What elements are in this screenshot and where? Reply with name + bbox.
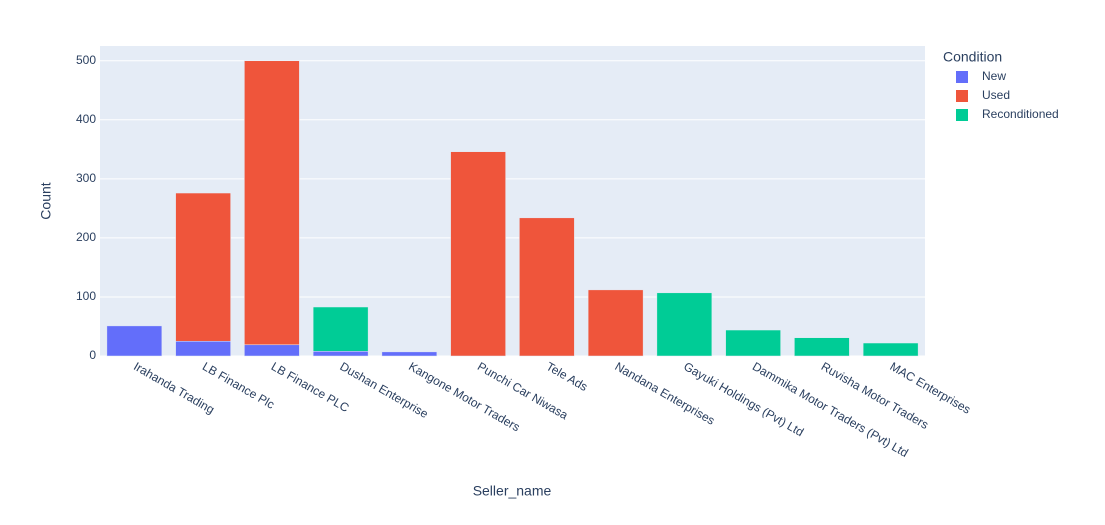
legend-label: New [982, 69, 1006, 83]
y-tick-label: 500 [76, 53, 96, 67]
bar [587, 289, 644, 357]
legend-swatch [956, 71, 968, 83]
legend-label: Used [982, 88, 1010, 102]
bar [794, 337, 850, 357]
x-tick-label: Tele Ads [544, 359, 590, 394]
bar [175, 192, 231, 342]
bar [450, 151, 506, 357]
legend-swatch [956, 109, 968, 121]
bar [656, 292, 713, 357]
legend-label: Reconditioned [982, 107, 1059, 121]
bar [862, 342, 919, 357]
y-axis-title: Count [38, 182, 54, 219]
x-tick-label: Gayuki Holdings (Pvt) Ltd [681, 359, 806, 439]
y-tick-label: 0 [89, 348, 96, 362]
legend-title: Condition [943, 49, 1002, 65]
y-tick-label: 400 [76, 112, 96, 126]
x-axis-title: Seller_name [473, 483, 552, 499]
plot-background [100, 46, 925, 356]
bar [106, 325, 163, 357]
bar [725, 329, 781, 357]
x-tick-label: Kangone Motor Traders [406, 359, 522, 434]
bar [175, 340, 231, 357]
bar [312, 306, 369, 352]
bar [381, 351, 438, 357]
bar [312, 351, 369, 357]
legend-swatch [956, 90, 968, 102]
bar [519, 217, 575, 357]
y-tick-label: 300 [76, 171, 96, 185]
bar [244, 60, 300, 346]
y-tick-label: 200 [76, 230, 96, 244]
bar [244, 344, 300, 357]
y-tick-label: 100 [76, 289, 96, 303]
